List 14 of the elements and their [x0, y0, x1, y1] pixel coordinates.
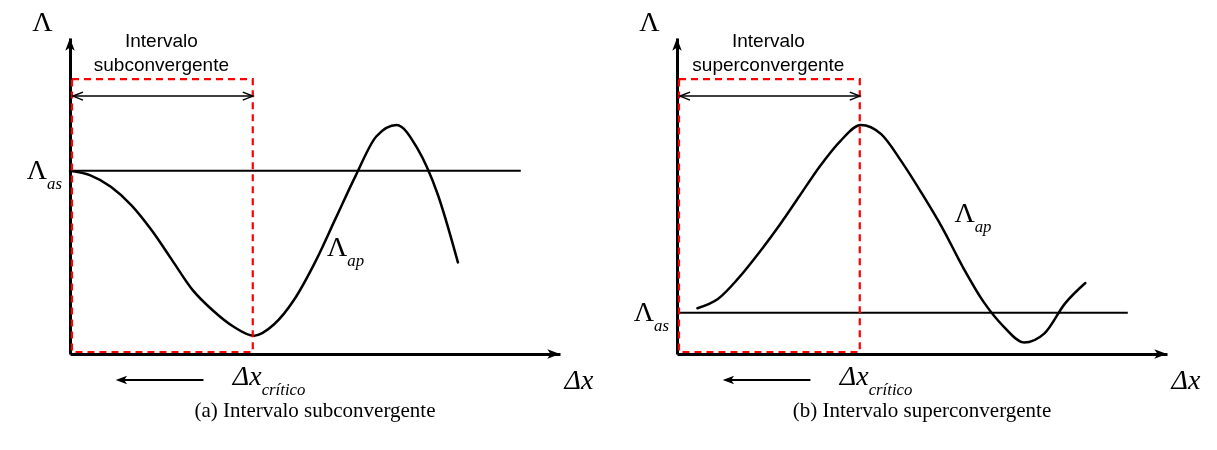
ref-line-label: Λ$_{as}$ — [26, 153, 63, 193]
text: Δx$_{crítico}$ — [838, 360, 913, 399]
y-axis-title: Λ — [639, 5, 661, 37]
series-label: Λ$_{ap}$ — [954, 197, 992, 236]
text: Intervalo superconvergente — [692, 30, 845, 76]
x-axis-title: Δx — [1170, 363, 1201, 395]
text: (a) Intervalo subconvergente — [194, 398, 436, 422]
series-label: Λ$_{ap}$ — [327, 231, 365, 270]
text: Δx$_{crítico}$ — [231, 360, 306, 399]
text: Intervalo subconvergente — [93, 30, 229, 76]
x-axis-title: Δx — [563, 363, 594, 395]
y-axis-title: Λ — [32, 5, 54, 37]
ref-line-label: Λ$_{as}$ — [633, 295, 670, 335]
text: (b) Intervalo superconvergente — [792, 398, 1052, 422]
